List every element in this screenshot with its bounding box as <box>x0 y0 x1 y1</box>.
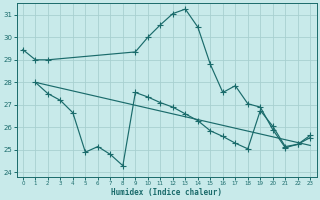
X-axis label: Humidex (Indice chaleur): Humidex (Indice chaleur) <box>111 188 222 197</box>
